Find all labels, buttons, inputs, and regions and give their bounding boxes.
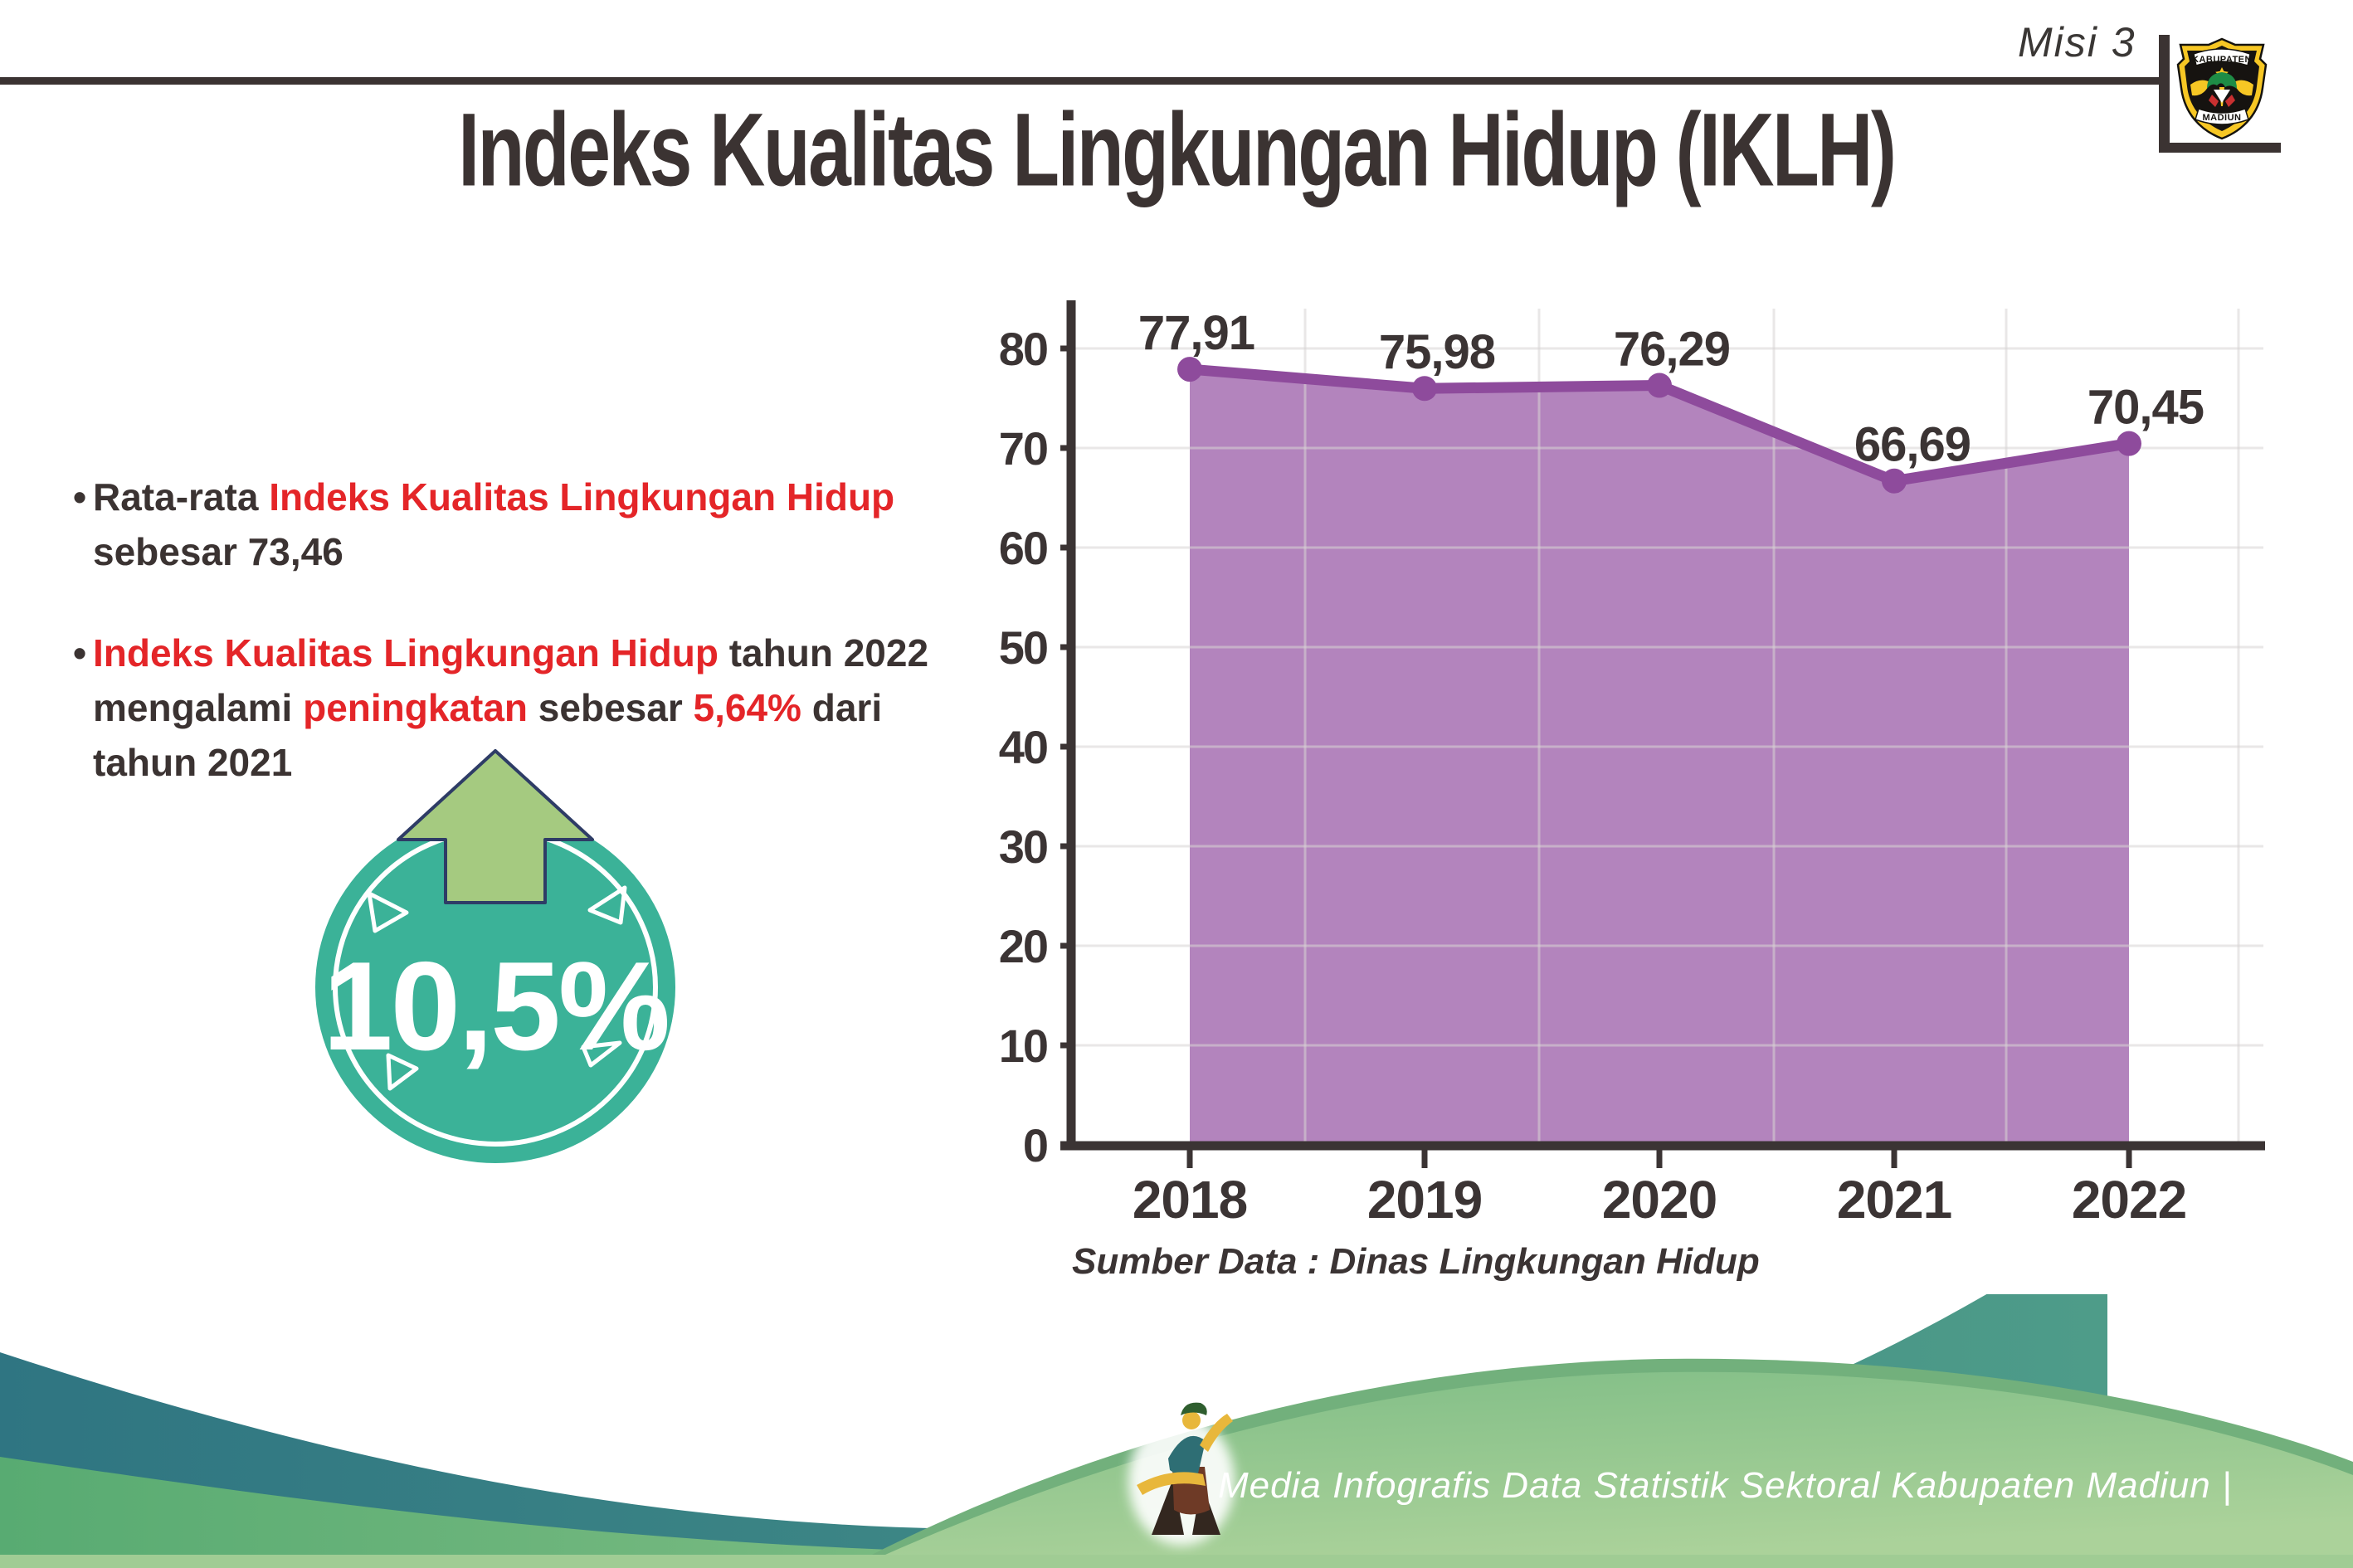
value-label: 77,91 [1138,306,1254,360]
value-label: 76,29 [1614,323,1730,377]
area-fill [1190,369,2129,1146]
misi-label: Misi 3 [2018,19,2136,66]
data-point [2117,431,2141,456]
data-point [1882,468,1907,494]
bullet-average-iklh: • Rata-rata Indeks Kualitas Lingkungan Hi… [73,470,986,579]
data-point [1177,357,1202,382]
x-tick-label: 2021 [1837,1170,1951,1230]
logo-bracket-vertical [2159,35,2170,153]
badge-value: 10,5% [323,936,668,1077]
y-tick-label: 80 [999,323,1047,375]
logo-top-text: KABUPATEN [2192,55,2252,65]
x-tick-label: 2022 [2072,1170,2186,1230]
y-tick-label: 30 [999,821,1047,873]
page-title: Indeks Kualitas Lingkungan Hidup (IKLH) [458,91,1897,208]
bottom-strip [0,1555,2353,1568]
up-arrow-icon [397,749,594,904]
source-label: Sumber Data : Dinas Lingkungan Hidup [1072,1241,1760,1282]
bullet-icon: • [73,631,87,674]
y-tick-label: 0 [1023,1119,1047,1171]
y-tick-label: 70 [999,422,1047,475]
header-rule [0,77,2163,85]
y-tick-label: 60 [999,522,1047,574]
y-tick-label: 50 [999,621,1047,674]
logo-bottom-text: MADIUN [2203,113,2242,123]
x-tick-label: 2018 [1133,1170,1247,1230]
x-tick-label: 2020 [1602,1170,1717,1230]
dancer-mascot-icon [1128,1402,1235,1546]
logo-bracket-horizontal [2159,143,2281,153]
green-bottom-wave [0,1457,1908,1568]
footer-wave [0,1294,2353,1568]
y-tick-label: 10 [999,1020,1047,1072]
green-dome [856,1371,2353,1568]
bullet-increase-2022: • Indeks Kualitas Lingkungan Hidup tahun … [73,626,986,790]
y-tick-label: 40 [999,721,1047,773]
kabupaten-madiun-logo-icon: KABUPATEN MADIUN [2176,37,2268,140]
triangle-decoration-icon [367,891,409,933]
triangle-decoration-icon [581,1040,622,1068]
data-point [1412,376,1437,402]
triangle-decoration-icon [587,885,627,925]
value-label: 75,98 [1379,325,1495,379]
key-findings: • Rata-rata Indeks Kualitas Lingkungan Hi… [73,470,986,836]
value-label: 70,45 [2087,381,2204,435]
data-point [1647,373,1672,398]
value-label: 66,69 [1854,418,1971,472]
iklh-area-chart: 77,91 75,98 76,29 66,69 70,45 0 10 20 30 40 50 60 70… [999,300,2265,1230]
x-tick-label: 2019 [1367,1170,1482,1230]
y-tick-label: 20 [999,920,1047,972]
increase-badge: 10,5% [315,749,675,1163]
bullet-icon: • [73,475,87,519]
footer-credit: Media Infografis Data Statistik Sektoral… [1218,1465,2233,1506]
triangle-decoration-icon [386,1053,419,1091]
